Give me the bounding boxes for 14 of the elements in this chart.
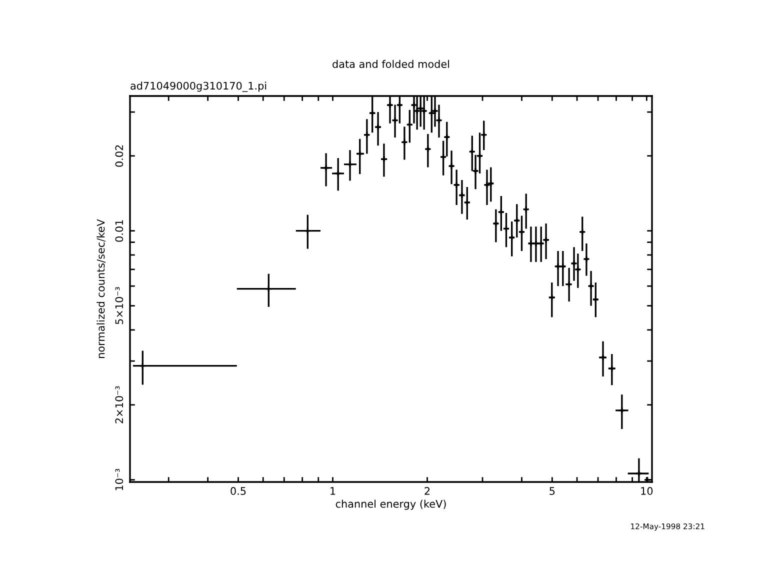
y-tick-label: 0.02 (115, 145, 124, 167)
y-axis-title: normalized counts/sec/keV (96, 219, 106, 358)
x-tick-label: 1 (330, 487, 336, 495)
chart-subtitle: ad71049000g310170_1.pi (130, 82, 266, 92)
chart-title: data and folded model (332, 60, 450, 68)
y-tick-label: 10⁻³ (115, 468, 124, 490)
x-tick-label: 0.5 (230, 487, 246, 495)
y-tick-label: 5×10⁻³ (115, 287, 124, 324)
x-tick-label: 10 (641, 487, 653, 495)
x-tick-label: 5 (550, 487, 555, 495)
x-tick-label: 2 (424, 487, 430, 495)
y-tick-label: 0.01 (115, 220, 124, 242)
x-axis-title: channel energy (keV) (336, 500, 446, 510)
y-tick-label: 2×10⁻³ (115, 386, 124, 424)
